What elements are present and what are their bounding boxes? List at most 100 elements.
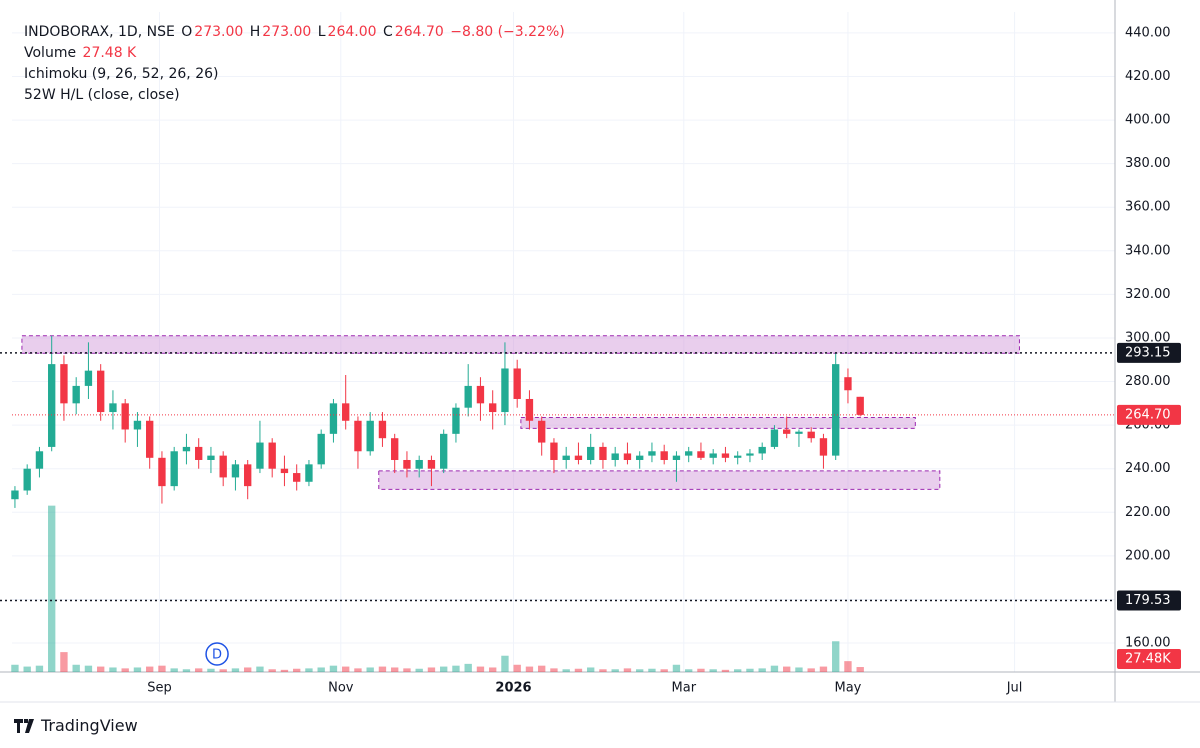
volume-bar <box>452 665 460 672</box>
y-tick-label: 400.00 <box>1125 113 1171 128</box>
volume-bar <box>403 668 411 672</box>
candle-body <box>207 455 215 460</box>
y-tick-label: 340.00 <box>1125 243 1171 258</box>
volume-bar <box>648 668 656 672</box>
volume-bar <box>721 669 730 672</box>
price-label-bg <box>1117 342 1181 363</box>
candle-body <box>807 431 815 439</box>
volume-bar <box>293 668 301 672</box>
candle-body <box>587 446 595 460</box>
volume-bar <box>48 505 56 672</box>
volume-value: 27.48 K <box>82 45 137 61</box>
volume-bar <box>35 665 44 672</box>
candle-body <box>440 433 448 469</box>
volume-bar <box>391 667 399 672</box>
candle-body <box>611 453 619 460</box>
candle-body <box>146 420 154 458</box>
y-tick-label: 380.00 <box>1125 156 1171 171</box>
candle-body <box>685 451 693 456</box>
volume-bar <box>133 667 142 672</box>
y-tick-label: 160.00 <box>1125 636 1171 651</box>
volume-bar <box>489 667 497 672</box>
volume-bar <box>366 667 374 672</box>
candle-body <box>60 364 68 404</box>
volume-bar <box>23 666 31 672</box>
y-tick-label: 420.00 <box>1125 69 1171 84</box>
volume-bar <box>795 667 803 672</box>
legend-row: Volume 27.48 K <box>24 43 567 64</box>
candle-body <box>133 420 142 430</box>
candle-body <box>329 403 338 434</box>
y-tick-label: 280.00 <box>1125 374 1171 389</box>
y-tick-label: 220.00 <box>1125 505 1171 520</box>
volume-label-bg <box>1117 649 1181 669</box>
volume-bar <box>415 668 423 672</box>
legend-row: INDOBORAX, 1D, NSE O 273.00 H 273.00 L 264.… <box>24 22 567 43</box>
candle-body <box>501 368 509 413</box>
volume-bar <box>256 666 264 672</box>
legend: INDOBORAX, 1D, NSE O 273.00 H 273.00 L 264.… <box>24 22 567 106</box>
volume-bar <box>844 661 852 672</box>
volume-bar <box>268 669 276 672</box>
y-tick-label: 200.00 <box>1125 548 1171 563</box>
price-label: 293.15 <box>1125 345 1171 360</box>
candle-body <box>268 442 276 469</box>
ohlc-label: H <box>249 24 261 40</box>
y-tick-label: 360.00 <box>1125 200 1171 215</box>
volume-bar <box>685 669 693 672</box>
candle-body <box>317 433 325 465</box>
volume-label: 27.48K <box>1125 652 1171 667</box>
x-tick-label: Nov <box>328 681 354 696</box>
volume-bar <box>599 669 607 672</box>
volume-bar <box>195 668 203 672</box>
candle-body <box>476 385 485 404</box>
volume-bar <box>574 668 583 672</box>
volume-bar <box>758 668 766 672</box>
candle-body <box>97 370 105 413</box>
branding[interactable]: TradingView <box>14 716 138 735</box>
candle-body <box>84 370 93 386</box>
candle-body <box>832 364 840 456</box>
candle-body <box>293 473 301 482</box>
volume-bar <box>832 641 840 672</box>
volume-bar <box>807 668 815 672</box>
candle-body <box>415 459 423 469</box>
dividend-label: D <box>212 648 222 663</box>
y-tick-label: 300.00 <box>1125 330 1171 345</box>
candle-body <box>746 453 754 456</box>
candle-body <box>403 459 411 469</box>
ohlc-value: 264.70 <box>394 24 444 40</box>
ohlc-label: O <box>181 24 193 40</box>
volume-bar <box>60 652 68 672</box>
dividend-marker <box>205 642 229 666</box>
zone <box>378 470 941 490</box>
volume-bar <box>501 655 509 672</box>
x-tick-label: Mar <box>672 681 697 696</box>
candle-body <box>623 453 632 460</box>
volume-bar <box>244 667 252 672</box>
candle-body <box>636 455 644 460</box>
volume-bar <box>562 669 570 672</box>
candle-body <box>195 446 203 460</box>
volume-bar <box>623 668 632 672</box>
indicator[interactable]: 52W H/L (close, close) <box>24 87 180 103</box>
volume-bar <box>317 667 325 672</box>
volume-bar <box>342 666 350 672</box>
change: −8.80 (−3.22%) <box>450 24 565 40</box>
volume-bar <box>182 669 191 672</box>
volume-label: Volume <box>24 45 77 61</box>
candle-body <box>844 377 852 391</box>
candle-body <box>574 455 583 460</box>
indicator[interactable]: Ichimoku (9, 26, 52, 26, 26) <box>24 66 219 82</box>
volume-bar <box>856 667 864 672</box>
x-tick-label: 2026 <box>495 681 531 696</box>
candle-body <box>35 451 44 469</box>
symbol: INDOBORAX, 1D, NSE <box>24 24 175 40</box>
candle-body <box>513 368 521 399</box>
candle-body <box>231 464 240 478</box>
volume-bar <box>280 669 289 672</box>
ohlc-value: 273.00 <box>262 24 312 40</box>
volume-bar <box>305 668 313 672</box>
volume-bar <box>146 666 154 672</box>
volume-bar <box>770 665 779 672</box>
